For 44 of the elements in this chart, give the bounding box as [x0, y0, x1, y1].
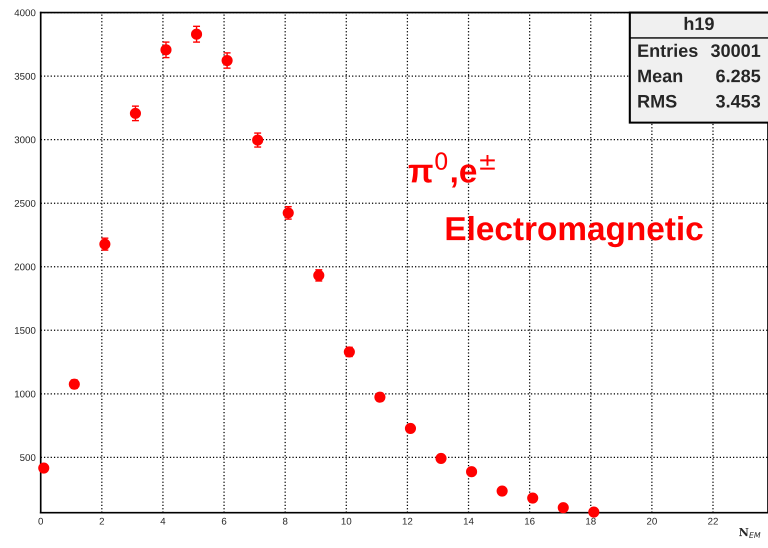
x-tick-label: 8 [282, 518, 288, 525]
y-tick-label: 2500 [14, 200, 36, 207]
point [160, 44, 172, 56]
x-tick-label: 16 [524, 518, 535, 525]
annotation: Electromagnetic [446, 216, 703, 248]
point [435, 452, 447, 464]
x-tick-label: 22 [708, 518, 718, 525]
y-tick-label: 3500 [14, 72, 36, 80]
point [588, 506, 600, 518]
point [252, 134, 264, 146]
y-tick-label: 500 [20, 454, 36, 461]
y-tick-label: 2000 [14, 263, 36, 270]
y-tick-label: 4000 [14, 9, 36, 16]
annotation: h19 [684, 16, 714, 30]
point [38, 462, 50, 474]
point [527, 492, 538, 504]
point [496, 485, 508, 497]
y-tick-label: 1500 [14, 327, 36, 334]
x-tick-label: 0 [38, 518, 44, 525]
annotation: Entries [638, 44, 698, 58]
point [374, 392, 386, 403]
point [190, 28, 202, 40]
point [130, 108, 141, 119]
x-tick-label: 6 [222, 518, 226, 525]
annotation: 3.453 [716, 94, 760, 108]
x-tick-label: 18 [586, 518, 596, 525]
point [222, 54, 233, 66]
annotation: 30001 [710, 44, 760, 58]
x-axis-title: N$_{EM}$ [739, 528, 760, 538]
x-tick-label: 10 [342, 518, 352, 525]
x-tick-label: 12 [402, 518, 412, 525]
x-tick-label: 14 [464, 518, 474, 525]
point [404, 422, 416, 434]
annotation: π$^{0}$,e$^{±}$ [408, 152, 495, 188]
annotation: RMS [638, 94, 677, 108]
point [558, 502, 569, 514]
annotation: 6.285 [716, 70, 760, 82]
x-tick-label: 20 [646, 518, 657, 525]
x-tick-label: 4 [160, 518, 166, 525]
point [466, 466, 478, 478]
y-tick-label: 1000 [14, 390, 36, 398]
annotation: Mean [638, 70, 682, 82]
y-tick-label: 3000 [14, 136, 36, 144]
x-tick-label: 2 [100, 518, 104, 525]
